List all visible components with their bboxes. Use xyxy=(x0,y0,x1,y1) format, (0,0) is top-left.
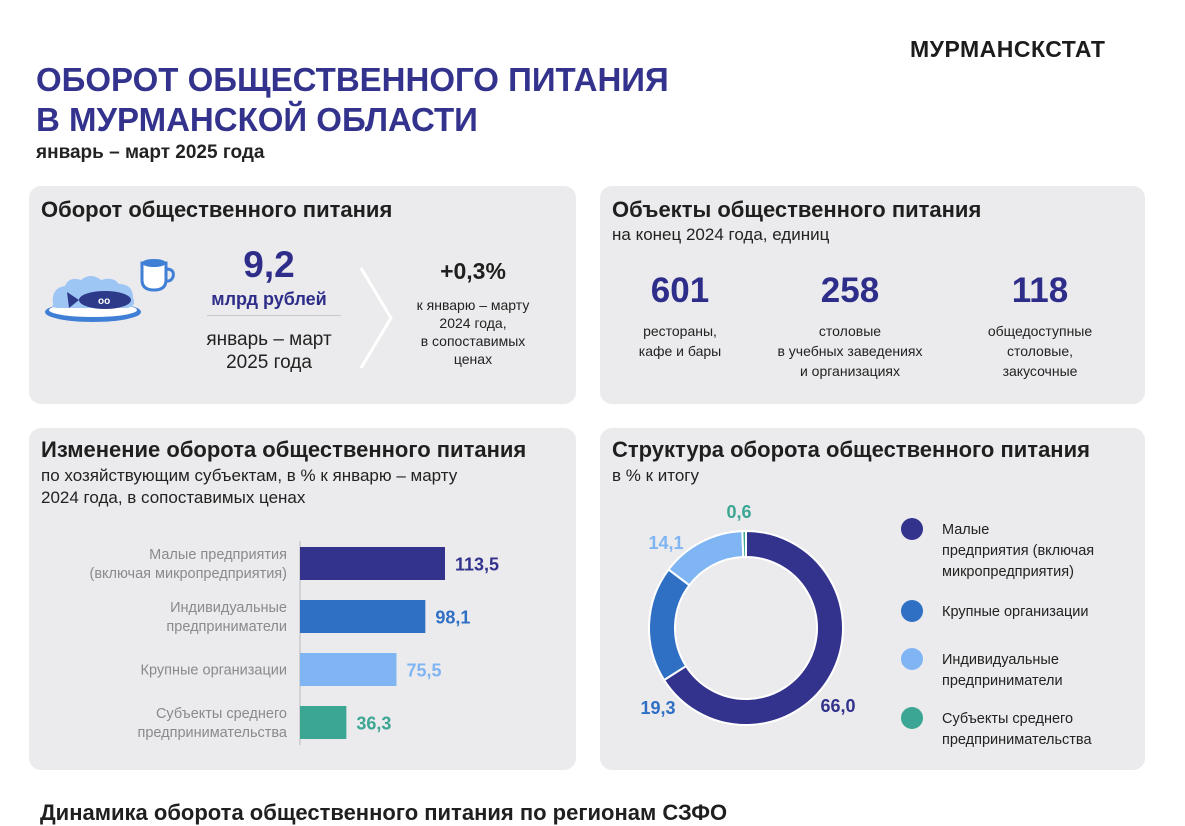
bar-value-label-1: 98,1 xyxy=(435,608,470,628)
objects-value-canteens: 258 xyxy=(820,271,880,310)
donut-slice-0 xyxy=(662,529,844,726)
bottom-section-heading: Динамика оборота общественного питания п… xyxy=(40,800,728,825)
turnover-unit-underline xyxy=(207,315,341,316)
objects-desc-public-line-1: общедоступные xyxy=(987,323,1093,339)
bar-value-label-0: 113,5 xyxy=(455,555,499,575)
turnover-value: 9,2 xyxy=(243,244,295,285)
logo: МУРМАНСКСТАТ xyxy=(910,36,1106,62)
change-desc-line-4: ценах xyxy=(453,351,493,367)
objects-card: Объекты общественного питания на конец 2… xyxy=(600,186,1145,404)
legend-marker-1 xyxy=(901,600,923,622)
change-desc-line-1: к январю – марту xyxy=(416,297,530,313)
bar-value-label-2: 75,5 xyxy=(406,661,441,681)
bar-chart: 113,5 Малые предприятия (включая микропред… xyxy=(89,541,499,745)
objects-card-title: Объекты общественного питания xyxy=(612,197,982,222)
chevron-right-icon xyxy=(359,267,393,369)
structure-chart-subtitle: в % к итогу xyxy=(612,466,700,485)
objects-desc-canteens: столовые в учебных заведениях и организа… xyxy=(750,321,950,381)
change-chart-subtitle-line-1: по хозяйствующим субъектам, в % к январю… xyxy=(41,466,458,485)
bar-category-label-0-0: Малые предприятия xyxy=(149,547,287,563)
change-chart-title: Изменение оборота общественного питания xyxy=(41,437,527,462)
turnover-period-line-1: январь – март xyxy=(206,329,332,350)
objects-value-public: 118 xyxy=(1011,271,1069,310)
objects-desc-restaurants-line-1: рестораны, xyxy=(643,323,717,339)
donut-value-label-3: 0,6 xyxy=(726,502,751,522)
objects-desc-canteens-line-2: в учебных заведениях xyxy=(777,343,923,359)
bar-category-label-3-0: Субъекты среднего xyxy=(156,706,287,722)
legend-label-1-0: Крупные организации xyxy=(942,604,1088,620)
turnover-period: январь – март 2025 года xyxy=(189,328,349,374)
bar-category-label-3-1: предпринимательства xyxy=(137,725,287,741)
bar-3 xyxy=(300,706,347,739)
turnover-card-title: Оборот общественного питания xyxy=(41,197,393,222)
bar-value-label-3: 36,3 xyxy=(356,714,391,734)
bar-category-label-1-0: Индивидуальные xyxy=(170,600,287,616)
objects-desc-canteens-line-3: и организациях xyxy=(799,363,901,379)
change-chart-subtitle: по хозяйствующим субъектам, в % к январю… xyxy=(41,465,457,509)
objects-desc-canteens-line-1: столовые xyxy=(818,323,882,339)
bar-2 xyxy=(300,653,397,686)
legend-marker-0 xyxy=(901,518,923,540)
objects-value-restaurants: 601 xyxy=(650,271,710,310)
change-chart-subtitle-line-2: 2024 года, в сопоставимых ценах xyxy=(41,488,306,507)
objects-desc-restaurants-line-2: кафе и бары xyxy=(638,343,722,359)
bar-1 xyxy=(300,600,426,633)
donut-chart: 66,0 19,3 14,1 0,6 Малые предприятия (включая… xyxy=(640,502,1094,748)
plate-icon: oo xyxy=(45,259,175,322)
structure-chart-card: Структура оборота общественного питания … xyxy=(600,428,1145,770)
bar-category-label-1-1: предприниматели xyxy=(166,619,287,635)
objects-desc-public-line-3: закусочные xyxy=(1002,363,1078,379)
turnover-unit: млрд рублей xyxy=(211,289,327,309)
svg-text:oo: oo xyxy=(98,296,110,307)
structure-chart-title: Структура оборота общественного питания xyxy=(612,437,1090,462)
bar-0 xyxy=(300,547,445,580)
title-line-1: ОБОРОТ ОБЩЕСТВЕННОГО ПИТАНИЯ xyxy=(36,61,669,98)
change-desc-line-3: в сопоставимых xyxy=(420,333,526,349)
donut-value-label-2: 14,1 xyxy=(648,533,683,553)
turnover-period-line-2: 2025 года xyxy=(226,352,312,373)
legend-label-2-1: предприниматели xyxy=(942,673,1063,689)
legend-label-3-1: предпринимательства xyxy=(942,732,1092,748)
title-line-2: В МУРМАНСКОЙ ОБЛАСТИ xyxy=(36,101,478,138)
legend-label-0-0: Малые xyxy=(942,522,989,538)
bar-category-label-2-0: Крупные организации xyxy=(141,663,287,679)
objects-card-subtitle: на конец 2024 года, единиц xyxy=(612,225,830,244)
legend-label-2-0: Индивидуальные xyxy=(942,652,1059,668)
objects-desc-restaurants: рестораны, кафе и бары xyxy=(600,321,760,361)
donut-value-label-1: 19,3 xyxy=(640,698,675,718)
objects-desc-public-line-2: столовые, xyxy=(1006,343,1074,359)
page-title: ОБОРОТ ОБЩЕСТВЕННОГО ПИТАНИЯ В МУРМАНСКО… xyxy=(36,60,669,140)
donut-slice-1 xyxy=(648,568,691,682)
legend-label-3-0: Субъекты среднего xyxy=(942,711,1073,727)
legend-marker-2 xyxy=(901,648,923,670)
bar-category-label-0-1: (включая микропредприятия) xyxy=(89,566,287,582)
legend-marker-3 xyxy=(901,707,923,729)
legend-label-0-1: предприятия (включая xyxy=(942,543,1094,559)
change-desc-line-2: 2024 года, xyxy=(439,315,507,331)
objects-desc-public: общедоступные столовые, закусочные xyxy=(960,321,1120,381)
donut-slice-3 xyxy=(741,529,747,559)
turnover-change-description: к январю – марту 2024 года, в сопоставим… xyxy=(397,296,549,368)
donut-value-label-0: 66,0 xyxy=(820,696,855,716)
legend-label-0-2: микропредприятия) xyxy=(942,564,1074,580)
page-period: январь – март 2025 года xyxy=(36,142,265,163)
change-chart-card: Изменение оборота общественного питания … xyxy=(29,428,576,770)
turnover-card: Оборот общественного питания oo 9,2 млрд… xyxy=(29,186,576,404)
turnover-change: +0,3% xyxy=(440,258,506,284)
